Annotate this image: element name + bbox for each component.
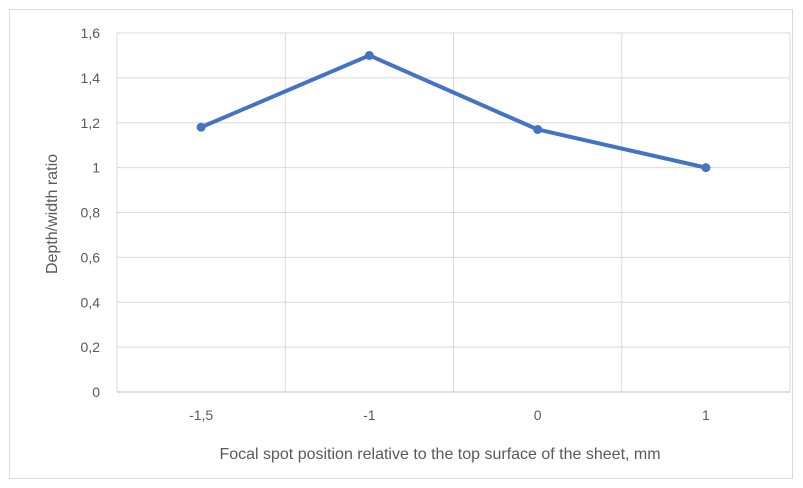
y-tick-label: 1 [92,160,100,176]
y-tick-label: 1,6 [81,25,101,41]
x-tick-label: -1,5 [189,407,213,423]
y-tick-label: 0,4 [81,294,101,310]
x-tick-label: 1 [702,407,710,423]
x-tick-label: -1 [363,407,376,423]
x-tick-label: 0 [534,407,542,423]
y-tick-label: 0,2 [81,339,101,355]
y-tick-label: 1,2 [81,115,101,131]
y-tick-label: 1,4 [81,70,101,86]
gridlines [116,32,791,392]
data-point [701,163,711,173]
data-point [533,124,543,134]
y-tick-label: 0 [92,384,100,400]
x-axis-title: Focal spot position relative to the top … [219,446,660,463]
series-group [196,50,711,173]
series-line [199,53,708,170]
y-tick-label: 0,6 [81,249,101,265]
y-axis-title: Depth/width ratio [44,154,61,274]
chart-frame [9,9,793,479]
y-tick-labels: 0 0,2 0,4 0,6 0,8 1 1,2 1,4 1,6 [81,25,101,400]
x-tick-labels: -1,5 -1 0 1 [189,407,710,423]
y-tick-label: 0,8 [81,205,101,221]
data-point [196,122,206,132]
data-point [364,50,374,60]
